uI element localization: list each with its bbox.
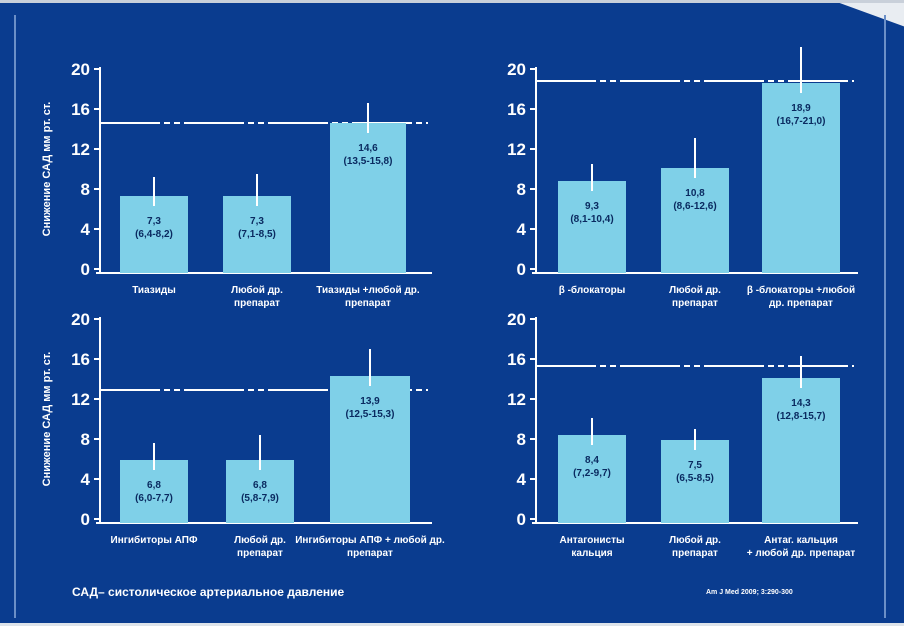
y-tick-label: 16 xyxy=(71,350,90,369)
bar-value-label: 14,6 xyxy=(358,143,378,154)
page-curl-corner xyxy=(834,3,904,29)
y-tick-label: 12 xyxy=(507,140,526,159)
bar-value-label: 7,5 xyxy=(688,460,702,471)
bar-value-label: (13,5-15,8) xyxy=(344,156,393,167)
bar-value-label: 6,8 xyxy=(147,480,161,491)
category-label: β -блокаторы xyxy=(559,284,626,296)
bar-value-label: (5,8-7,9) xyxy=(241,493,279,504)
y-tick-label: 0 xyxy=(81,260,90,279)
bar-value-label: 18,9 xyxy=(791,103,811,114)
bar-value-label: (16,7-21,0) xyxy=(777,116,826,127)
y-tick-label: 4 xyxy=(517,220,527,239)
category-label: β -блокаторы +любой xyxy=(747,284,855,296)
bar-value-label: (6,0-7,7) xyxy=(135,493,173,504)
bar xyxy=(120,460,188,523)
bar-value-label: 14,3 xyxy=(791,398,811,409)
y-tick-label: 12 xyxy=(71,390,90,409)
category-label: Антаг. кальция xyxy=(764,535,838,546)
category-label: Любой др. xyxy=(234,534,286,546)
category-label: препарат xyxy=(237,548,283,559)
chart-2: 0 4 8 12 16 20 9,3 (8,1-10,4) β -блокаторы 10,8 (8… xyxy=(507,47,858,309)
y-tick-label: 16 xyxy=(71,100,90,119)
bar xyxy=(762,378,840,523)
category-label: Ингибиторы АПФ + любой др. xyxy=(295,534,445,546)
bar-value-label: 9,3 xyxy=(585,201,599,212)
bar-value-label: 6,8 xyxy=(253,480,267,491)
bar xyxy=(330,376,410,523)
category-label: др. препарат xyxy=(769,298,833,309)
category-label: Ингибиторы АПФ xyxy=(111,534,198,546)
y-tick-label: 8 xyxy=(81,430,90,449)
y-axis-label: Снижение САД мм рт. ст. xyxy=(41,352,53,487)
chart-3: 0 4 8 12 16 20 Снижение САД мм рт. ст. 6,8 (6,0-… xyxy=(41,310,445,559)
slide-panel xyxy=(14,15,886,618)
bar xyxy=(226,460,294,523)
category-label: + любой др. препарат xyxy=(747,547,856,559)
category-label: Любой др. xyxy=(669,534,721,546)
y-tick-label: 16 xyxy=(507,350,526,369)
bar-value-label: (6,4-8,2) xyxy=(135,229,173,240)
bar xyxy=(120,196,188,273)
bar-value-label: (7,2-9,7) xyxy=(573,468,611,479)
bar xyxy=(558,435,626,523)
y-tick-label: 8 xyxy=(517,180,526,199)
y-tick-label: 4 xyxy=(81,470,91,489)
category-label: Тиазиды xyxy=(132,285,176,296)
y-tick-label: 8 xyxy=(517,430,526,449)
bar-value-label: 10,8 xyxy=(685,188,705,199)
bar-value-label: 7,3 xyxy=(250,216,264,227)
y-tick-label: 0 xyxy=(517,510,526,529)
bar-value-label: (7,1-8,5) xyxy=(238,229,276,240)
category-label: Любой др. xyxy=(231,284,283,296)
y-tick-label: 0 xyxy=(517,260,526,279)
charts-canvas: 0 4 8 12 16 20 Снижение САД мм рт. ст. 7,3 (6,4-… xyxy=(41,47,858,559)
bar xyxy=(661,440,729,523)
category-label: Любой др. xyxy=(669,284,721,296)
category-label: препарат xyxy=(347,548,393,559)
y-tick-label: 16 xyxy=(507,100,526,119)
y-tick-label: 20 xyxy=(507,310,526,329)
bar-value-label: 8,4 xyxy=(585,455,599,466)
category-label: препарат xyxy=(234,298,280,309)
bar xyxy=(330,123,406,273)
bar xyxy=(558,181,626,273)
category-label: препарат xyxy=(672,548,718,559)
y-tick-label: 20 xyxy=(71,310,90,329)
bar-value-label: (12,8-15,7) xyxy=(777,411,826,422)
category-label: препарат xyxy=(672,298,718,309)
category-label: кальция xyxy=(571,548,612,559)
y-axis-label: Снижение САД мм рт. ст. xyxy=(41,102,53,237)
source-citation: Am J Med 2009; 3:290-300 xyxy=(706,589,793,596)
bar-value-label: 7,3 xyxy=(147,216,161,227)
y-tick-label: 12 xyxy=(71,140,90,159)
bar-value-label: 13,9 xyxy=(360,396,380,407)
bar-value-label: (12,5-15,3) xyxy=(346,409,395,420)
category-label: Антагонисты xyxy=(559,535,624,546)
bar xyxy=(661,168,729,273)
y-tick-label: 4 xyxy=(517,470,527,489)
y-tick-label: 12 xyxy=(507,390,526,409)
y-tick-label: 8 xyxy=(81,180,90,199)
chart-4: 0 4 8 12 16 20 8,4 (7,2-9,7) Антагонисты кальция 7… xyxy=(507,310,858,559)
y-tick-label: 0 xyxy=(81,510,90,529)
chart-1: 0 4 8 12 16 20 Снижение САД мм рт. ст. 7,3 (6,4-… xyxy=(41,60,432,309)
bar-value-label: (8,1-10,4) xyxy=(570,214,613,225)
category-label: Тиазиды +любой др. xyxy=(316,284,420,296)
bar xyxy=(223,196,291,273)
footnote: САД– систолическое артериальное давление xyxy=(72,585,345,599)
y-tick-label: 4 xyxy=(81,220,91,239)
bar xyxy=(762,83,840,273)
category-label: препарат xyxy=(345,298,391,309)
bar-value-label: (8,6-12,6) xyxy=(673,201,716,212)
bar-value-label: (6,5-8,5) xyxy=(676,473,714,484)
y-tick-label: 20 xyxy=(71,60,90,79)
y-tick-label: 20 xyxy=(507,60,526,79)
